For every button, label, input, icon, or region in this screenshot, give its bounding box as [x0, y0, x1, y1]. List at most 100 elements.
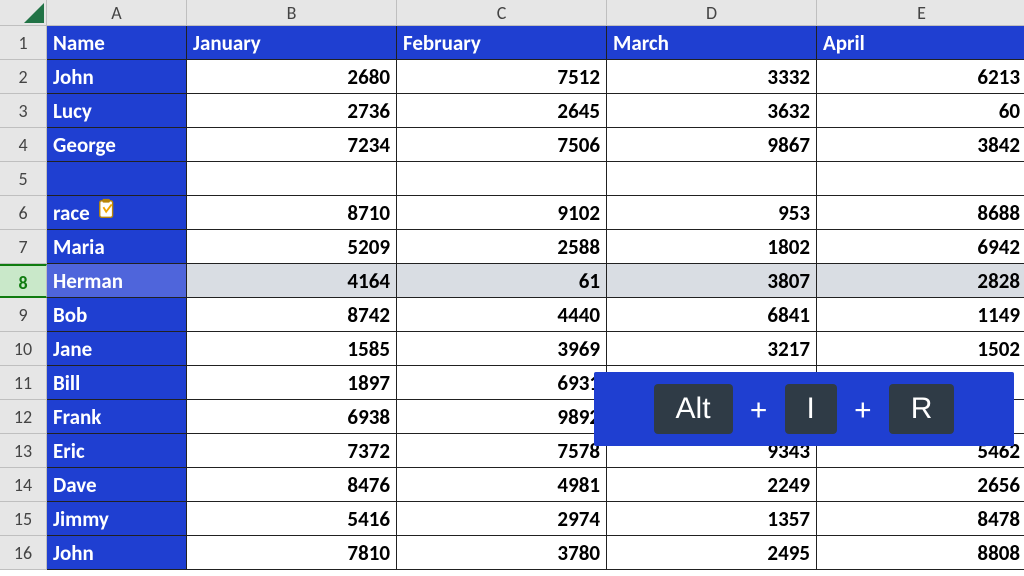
key-i: I [785, 384, 837, 434]
data-cell[interactable]: 2680 [187, 60, 397, 94]
header-cell-name[interactable]: Name [47, 26, 187, 60]
data-cell[interactable]: 7506 [397, 128, 607, 162]
data-cell[interactable]: 2736 [187, 94, 397, 128]
data-cell[interactable]: 6213 [817, 60, 1024, 94]
data-cell[interactable]: 8478 [817, 502, 1024, 536]
data-cell[interactable]: 3332 [607, 60, 817, 94]
row-header-15[interactable]: 15 [0, 502, 47, 536]
data-cell[interactable]: 953 [607, 196, 817, 230]
name-cell[interactable]: Lucy [47, 94, 187, 128]
row-header-1[interactable]: 1 [0, 26, 47, 60]
name-cell[interactable] [47, 162, 187, 196]
data-cell[interactable]: 6942 [817, 230, 1024, 264]
data-cell[interactable]: 8808 [817, 536, 1024, 570]
row-header-5[interactable]: 5 [0, 162, 47, 196]
data-cell[interactable]: 2974 [397, 502, 607, 536]
data-cell[interactable]: 4981 [397, 468, 607, 502]
data-cell[interactable]: 3807 [607, 264, 817, 298]
plus-separator: + [855, 390, 871, 429]
spreadsheet-grid[interactable]: ABCDE1NameJanuaryFebruaryMarchApril2John… [0, 0, 1024, 570]
data-cell[interactable]: 6938 [187, 400, 397, 434]
row-header-10[interactable]: 10 [0, 332, 47, 366]
header-cell-january[interactable]: January [187, 26, 397, 60]
name-cell[interactable]: John [47, 536, 187, 570]
column-header-B[interactable]: B [187, 0, 397, 26]
column-header-C[interactable]: C [397, 0, 607, 26]
column-header-D[interactable]: D [607, 0, 817, 26]
data-cell[interactable] [397, 162, 607, 196]
data-cell[interactable]: 7810 [187, 536, 397, 570]
row-header-4[interactable]: 4 [0, 128, 47, 162]
data-cell[interactable]: 8688 [817, 196, 1024, 230]
data-cell[interactable]: 7512 [397, 60, 607, 94]
data-cell[interactable]: 8476 [187, 468, 397, 502]
data-cell[interactable]: 1357 [607, 502, 817, 536]
select-all-corner[interactable] [0, 0, 47, 26]
data-cell[interactable]: 3632 [607, 94, 817, 128]
name-cell[interactable]: Bill [47, 366, 187, 400]
name-cell[interactable]: Bob [47, 298, 187, 332]
data-cell[interactable]: 3969 [397, 332, 607, 366]
data-cell[interactable]: 6841 [607, 298, 817, 332]
data-cell[interactable]: 9892 [397, 400, 607, 434]
data-cell[interactable]: 5209 [187, 230, 397, 264]
data-cell[interactable]: 7234 [187, 128, 397, 162]
row-header-3[interactable]: 3 [0, 94, 47, 128]
header-cell-february[interactable]: February [397, 26, 607, 60]
data-cell[interactable]: 9867 [607, 128, 817, 162]
data-cell[interactable]: 4440 [397, 298, 607, 332]
column-header-A[interactable]: A [47, 0, 187, 26]
data-cell[interactable] [607, 162, 817, 196]
data-cell[interactable]: 60 [817, 94, 1024, 128]
name-cell[interactable]: Jimmy [47, 502, 187, 536]
name-cell[interactable]: Jane [47, 332, 187, 366]
data-cell[interactable]: 7372 [187, 434, 397, 468]
header-cell-march[interactable]: March [607, 26, 817, 60]
row-header-11[interactable]: 11 [0, 366, 47, 400]
header-cell-april[interactable]: April [817, 26, 1024, 60]
name-cell[interactable]: Eric [47, 434, 187, 468]
data-cell[interactable]: 9102 [397, 196, 607, 230]
row-header-13[interactable]: 13 [0, 434, 47, 468]
data-cell[interactable]: 8710 [187, 196, 397, 230]
name-cell[interactable]: John [47, 60, 187, 94]
data-cell[interactable]: 3842 [817, 128, 1024, 162]
data-cell[interactable]: 6931 [397, 366, 607, 400]
data-cell[interactable]: 2495 [607, 536, 817, 570]
row-header-2[interactable]: 2 [0, 60, 47, 94]
data-cell[interactable]: 61 [397, 264, 607, 298]
data-cell[interactable] [187, 162, 397, 196]
row-header-16[interactable]: 16 [0, 536, 47, 570]
name-cell[interactable]: George [47, 128, 187, 162]
data-cell[interactable]: 2656 [817, 468, 1024, 502]
data-cell[interactable]: 1802 [607, 230, 817, 264]
column-header-E[interactable]: E [817, 0, 1024, 26]
name-cell[interactable]: Herman [47, 264, 187, 298]
data-cell[interactable]: 8742 [187, 298, 397, 332]
row-header-14[interactable]: 14 [0, 468, 47, 502]
data-cell[interactable]: 2645 [397, 94, 607, 128]
name-cell[interactable]: Frank [47, 400, 187, 434]
data-cell[interactable]: 7578 [397, 434, 607, 468]
data-cell[interactable]: 1585 [187, 332, 397, 366]
row-header-9[interactable]: 9 [0, 298, 47, 332]
name-cell[interactable]: race [47, 196, 187, 230]
row-header-12[interactable]: 12 [0, 400, 47, 434]
data-cell[interactable]: 5416 [187, 502, 397, 536]
data-cell[interactable]: 2249 [607, 468, 817, 502]
data-cell[interactable]: 2588 [397, 230, 607, 264]
data-cell[interactable]: 1149 [817, 298, 1024, 332]
data-cell[interactable]: 1897 [187, 366, 397, 400]
data-cell[interactable]: 3217 [607, 332, 817, 366]
name-cell[interactable]: Maria [47, 230, 187, 264]
data-cell[interactable]: 1502 [817, 332, 1024, 366]
row-header-6[interactable]: 6 [0, 196, 47, 230]
data-cell[interactable]: 3780 [397, 536, 607, 570]
paste-options-icon[interactable] [97, 196, 119, 218]
data-cell[interactable]: 4164 [187, 264, 397, 298]
data-cell[interactable]: 2828 [817, 264, 1024, 298]
row-header-7[interactable]: 7 [0, 230, 47, 264]
row-header-8[interactable]: 8 [0, 264, 47, 298]
data-cell[interactable] [817, 162, 1024, 196]
name-cell[interactable]: Dave [47, 468, 187, 502]
